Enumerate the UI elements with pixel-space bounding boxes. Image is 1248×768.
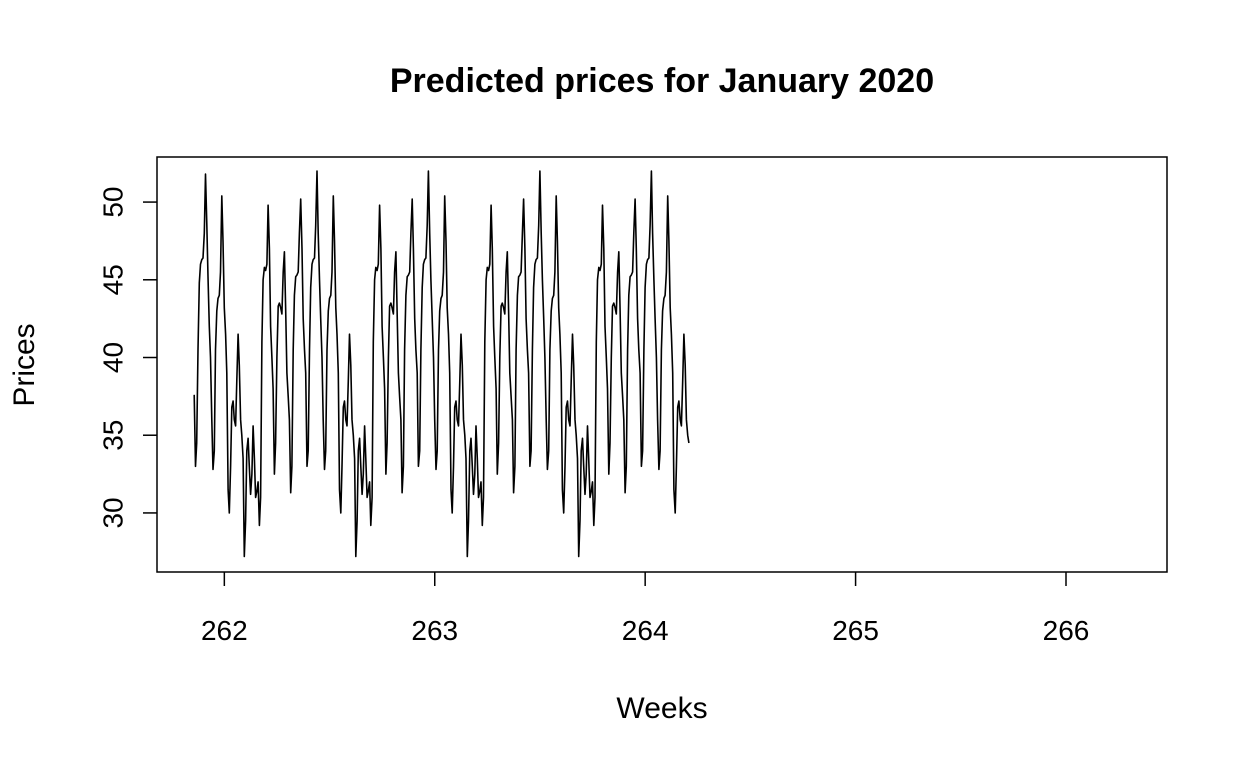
x-tick-label: 262 [201,615,248,646]
x-tick-label: 263 [411,615,458,646]
y-axis-label: Prices [8,323,41,406]
x-tick-label: 264 [622,615,669,646]
x-tick-label: 265 [832,615,879,646]
y-axis: 30 35 40 45 50 [97,186,157,529]
plot-frame [156,156,1168,573]
y-tick-label: 45 [97,264,128,295]
x-tick-label: 266 [1043,615,1090,646]
y-tick-label: 35 [97,420,128,451]
y-tick-label: 30 [97,497,128,528]
price-series-line [193,170,690,558]
x-axis: 262 263 264 265 266 [201,572,1089,646]
y-tick-label: 50 [97,186,128,217]
chart-title: Predicted prices for January 2020 [390,62,934,100]
x-axis-label: Weeks [616,692,707,725]
y-tick-label: 40 [97,342,128,373]
